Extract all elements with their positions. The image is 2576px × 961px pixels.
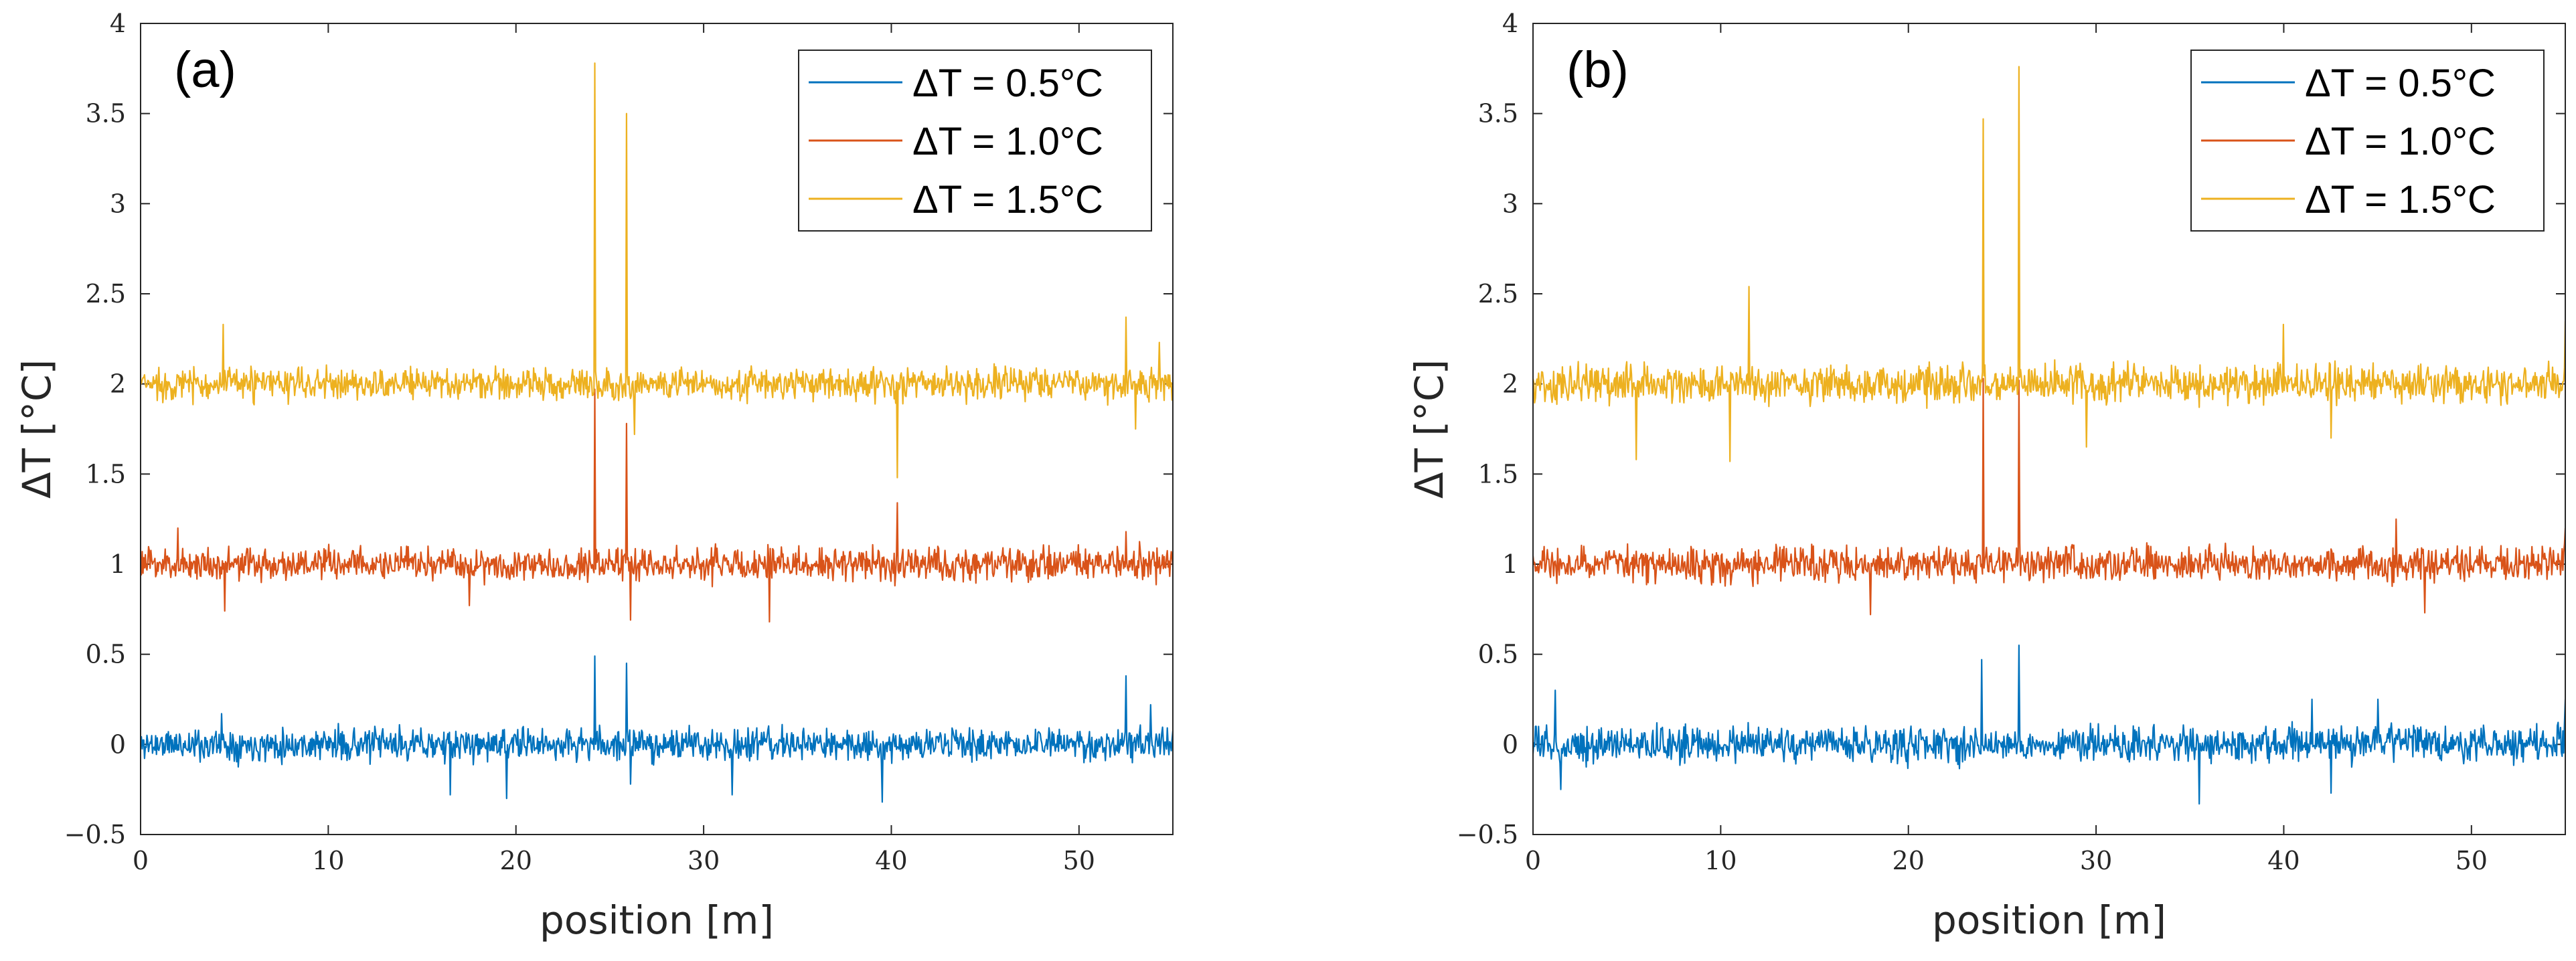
panel-label: (a) xyxy=(174,41,236,98)
x-tick-label: 40 xyxy=(875,846,907,875)
y-tick-label: −0.5 xyxy=(64,820,126,849)
y-tick-label: 2.5 xyxy=(86,279,126,309)
y-tick-label: 2 xyxy=(1502,369,1518,399)
legend-entry-label: ΔT = 1.5°C xyxy=(912,178,1103,222)
legend-entry-label: ΔT = 0.5°C xyxy=(2305,62,2496,105)
series-line-1 xyxy=(141,655,1173,803)
y-tick-label: 0.5 xyxy=(86,640,126,669)
y-tick-label: 3.5 xyxy=(1478,99,1518,128)
y-tick-label: 3.5 xyxy=(86,99,126,128)
x-tick-label: 10 xyxy=(312,846,344,875)
y-tick-label: −0.5 xyxy=(1457,820,1518,849)
y-tick-label: 4 xyxy=(110,9,126,38)
chart-panel-b: −0.500.511.522.533.540 10 20 30 40 50position… xyxy=(1406,9,2566,943)
y-tick-label: 1 xyxy=(1502,549,1518,579)
x-tick-label: 50 xyxy=(2456,846,2488,875)
series-line-2 xyxy=(1533,377,2565,616)
y-tick-label: 0 xyxy=(110,729,126,759)
x-tick-label: 20 xyxy=(1893,846,1925,875)
legend-entry-label: ΔT = 1.0°C xyxy=(912,120,1103,163)
y-tick-label: 2.5 xyxy=(1478,279,1518,309)
axes-frame xyxy=(140,23,1174,835)
series-line-1 xyxy=(1533,644,2565,805)
x-tick-label: 40 xyxy=(2267,846,2300,875)
x-tick-label: 20 xyxy=(500,846,532,875)
x-axis-label: position [m] xyxy=(1932,897,2166,943)
legend: ΔT = 0.5°C ΔT = 1.0°C ΔT = 1.5°C xyxy=(798,50,1152,232)
y-tick-label: 1.5 xyxy=(86,459,126,489)
x-tick-label: 30 xyxy=(2080,846,2112,875)
y-tick-label: 3 xyxy=(1502,189,1518,218)
panel-label: (b) xyxy=(1566,41,1629,98)
y-tick-label: 1 xyxy=(110,549,126,579)
y-tick-label: 4 xyxy=(1502,9,1518,38)
x-tick-label: 0 xyxy=(1525,846,1541,875)
x-tick-label: 0 xyxy=(133,846,149,875)
y-tick-label: 3 xyxy=(110,189,126,218)
legend-entry-label: ΔT = 0.5°C xyxy=(912,62,1103,105)
series-line-3 xyxy=(141,62,1173,478)
legend-entry-label: ΔT = 1.0°C xyxy=(2305,120,2496,163)
y-tick-label: 0 xyxy=(1502,729,1518,759)
y-axis-label: ΔT [°C] xyxy=(14,359,60,499)
series-line-3 xyxy=(1533,66,2565,462)
y-axis-label: ΔT [°C] xyxy=(1406,359,1452,499)
legend-entry-label: ΔT = 1.5°C xyxy=(2305,178,2496,222)
x-tick-label: 10 xyxy=(1704,846,1737,875)
x-tick-label: 50 xyxy=(1063,846,1095,875)
axes-frame xyxy=(1532,23,2566,835)
x-axis-label: position [m] xyxy=(540,897,774,943)
series-line-2 xyxy=(141,388,1173,623)
x-tick-label: 30 xyxy=(688,846,720,875)
y-tick-label: 0.5 xyxy=(1478,640,1518,669)
chart-panel-a: −0.500.511.522.533.540 10 20 30 40 50position… xyxy=(14,9,1174,943)
y-tick-label: 1.5 xyxy=(1478,459,1518,489)
legend: ΔT = 0.5°C ΔT = 1.0°C ΔT = 1.5°C xyxy=(2190,50,2545,232)
y-tick-label: 2 xyxy=(110,369,126,399)
